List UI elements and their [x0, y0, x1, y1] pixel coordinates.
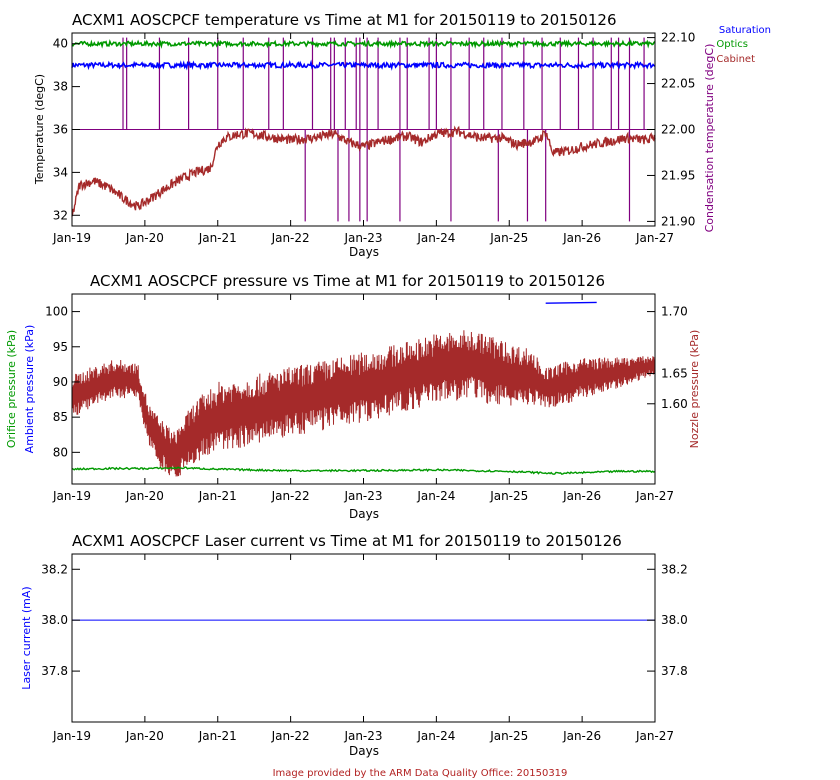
y-tick-label: 100 [45, 305, 68, 319]
x-tick-label: Jan-23 [343, 729, 382, 743]
ambient-y-axis-label: Ambient pressure (kPa) [23, 325, 36, 454]
y-tick-label: 22.00 [661, 123, 695, 137]
pressure-chart-title: ACXM1 AOSCPCF pressure vs Time at M1 for… [90, 272, 605, 290]
laser-x-axis-label: Days [349, 744, 379, 758]
y-tick-label: 38 [53, 80, 68, 94]
pressure-panel: ACXM1 AOSCPCF pressure vs Time at M1 for… [5, 272, 701, 521]
y-tick-label: 34 [53, 165, 68, 179]
y-tick-label: 40 [53, 37, 68, 51]
x-tick-label: Jan-25 [489, 729, 528, 743]
x-tick-label: Jan-23 [343, 489, 382, 503]
y-tick-label: 38.2 [41, 562, 68, 576]
temperature-chart-title: ACXM1 AOSCPCF temperature vs Time at M1 … [72, 11, 616, 29]
x-tick-label: Jan-22 [271, 729, 310, 743]
x-tick-label: Jan-27 [635, 489, 674, 503]
ambient-line [545, 301, 597, 304]
y-tick-label: 38.0 [41, 613, 68, 627]
cabinet-line [71, 125, 656, 217]
legend-saturation: Saturation [719, 25, 771, 36]
x-tick-label: Jan-23 [343, 231, 382, 245]
x-tick-label: Jan-25 [489, 231, 528, 245]
x-tick-label: Jan-26 [562, 231, 601, 245]
laser-plot-frame [71, 553, 656, 723]
temperature-plot-area [71, 37, 656, 222]
saturation-line [71, 59, 656, 71]
x-tick-label: Jan-19 [52, 489, 91, 503]
pressure-axes: Jan-19 Jan-20 Jan-21 Jan-22 Jan-23 Jan-24 Jan-… [45, 294, 688, 503]
x-tick-label: Jan-25 [489, 489, 528, 503]
y-tick-label: 22.05 [661, 77, 695, 91]
laser-axes: Jan-19 Jan-20 Jan-21 Jan-22 Jan-23 Jan-24 Jan-… [41, 554, 688, 743]
nozzle-line [71, 330, 656, 477]
x-tick-label: Jan-26 [562, 729, 601, 743]
laser-panel: ACXM1 AOSCPCF Laser current vs Time at M… [20, 532, 688, 758]
y-tick-label: 37.8 [41, 664, 68, 678]
x-tick-label: Jan-27 [635, 231, 674, 245]
y-tick-label: 22.10 [661, 31, 695, 45]
y-tick-label: 95 [53, 340, 68, 354]
y-tick-label: 38.0 [661, 613, 688, 627]
x-tick-label: Jan-22 [271, 489, 310, 503]
footer-credit: Image provided by the ARM Data Quality O… [273, 768, 568, 779]
y-tick-label: 32 [53, 208, 68, 222]
condensation-y-axis-label: Condensation temperature (degC) [703, 44, 716, 233]
x-tick-label: Jan-20 [125, 489, 164, 503]
x-tick-label: Jan-21 [198, 729, 237, 743]
y-tick-label: 1.65 [661, 367, 688, 381]
temperature-panel: ACXM1 AOSCPCF temperature vs Time at M1 … [33, 11, 771, 259]
y-tick-label: 21.95 [661, 168, 695, 182]
pressure-x-axis-label: Days [349, 507, 379, 521]
legend-cabinet: Cabinet [716, 54, 755, 65]
laser-y-axis-label: Laser current (mA) [20, 586, 33, 689]
y-tick-label: 21.90 [661, 214, 695, 228]
y-tick-label: 90 [53, 375, 68, 389]
y-tick-label: 36 [53, 123, 68, 137]
legend-optics: Optics [716, 39, 748, 50]
orifice-line [71, 466, 656, 475]
optics-line [71, 38, 656, 49]
y-tick-label: 38.2 [661, 562, 688, 576]
y-tick-label: 1.70 [661, 305, 688, 319]
temperature-x-axis-label: Days [349, 245, 379, 259]
x-tick-label: Jan-26 [562, 489, 601, 503]
y-tick-label: 85 [53, 410, 68, 424]
pressure-plot-area [71, 301, 656, 477]
laser-chart-title: ACXM1 AOSCPCF Laser current vs Time at M… [72, 532, 622, 550]
x-tick-label: Jan-19 [52, 729, 91, 743]
x-tick-label: Jan-20 [125, 729, 164, 743]
x-tick-label: Jan-21 [198, 489, 237, 503]
temperature-y-axis-label: Temperature (degC) [33, 74, 46, 185]
x-tick-label: Jan-20 [125, 231, 164, 245]
x-tick-label: Jan-24 [416, 489, 455, 503]
x-tick-label: Jan-24 [416, 729, 455, 743]
y-tick-label: 80 [53, 445, 68, 459]
x-tick-label: Jan-22 [271, 231, 310, 245]
y-tick-label: 1.60 [661, 397, 688, 411]
orifice-y-axis-label: Orifice pressure (kPa) [5, 330, 18, 448]
y-tick-label: 37.8 [661, 664, 688, 678]
x-tick-label: Jan-27 [635, 729, 674, 743]
temperature-axes: Jan-19 Jan-20 Jan-21 Jan-22 Jan-23 Jan-24 Jan-… [52, 31, 695, 245]
x-tick-label: Jan-21 [198, 231, 237, 245]
x-tick-label: Jan-24 [416, 231, 455, 245]
x-tick-label: Jan-19 [52, 231, 91, 245]
nozzle-y-axis-label: Nozzle pressure (kPa) [688, 330, 701, 449]
